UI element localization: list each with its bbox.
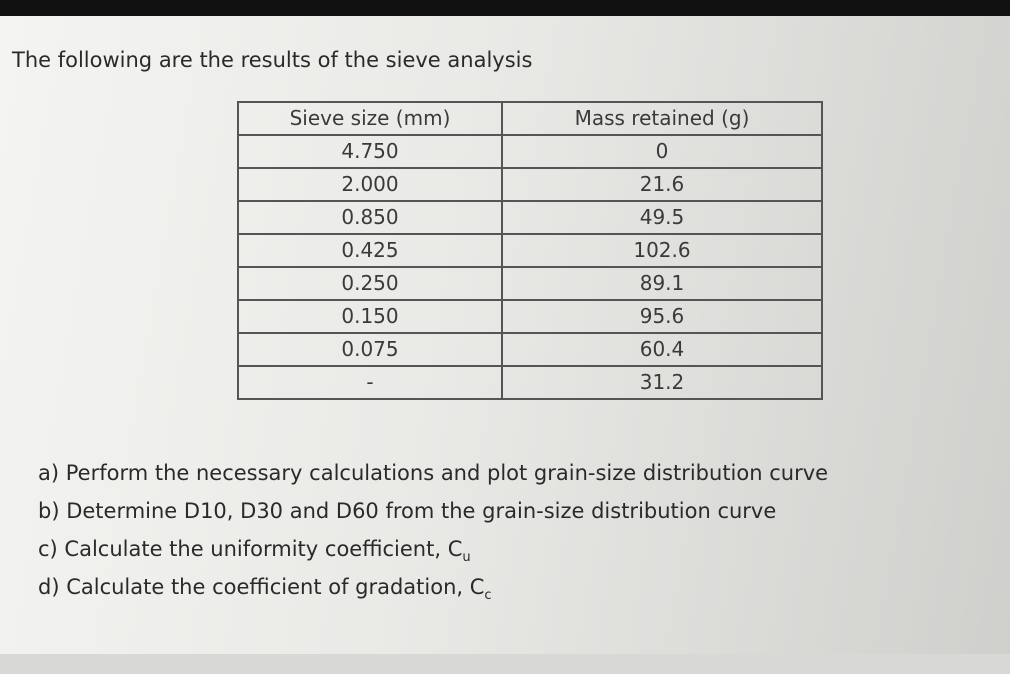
- table-row: 0.075 60.4: [237, 332, 823, 367]
- table-cell: 4.750: [237, 134, 503, 169]
- column-header: Sieve size (mm): [237, 101, 503, 136]
- table-cell: 102.6: [501, 233, 823, 268]
- table-cell: 21.6: [501, 167, 823, 202]
- subscript: c: [484, 588, 492, 604]
- table-row: 0.150 95.6: [237, 299, 823, 334]
- question-text: d) Calculate the coefficient of gradatio…: [38, 575, 485, 599]
- table-row: 2.000 21.6: [237, 167, 823, 202]
- question: d) Calculate the coefficient of gradatio…: [38, 570, 828, 608]
- subscript: u: [462, 550, 471, 566]
- table-cell: -: [237, 365, 503, 400]
- table-cell: 0.150: [237, 299, 503, 334]
- photo-edge: [0, 654, 1010, 674]
- header-row: Sieve size (mm) Mass retained (g): [237, 101, 823, 136]
- sieve-table: Sieve size (mm) Mass retained (g) 4.750 0…: [237, 101, 823, 400]
- table-cell: 2.000: [237, 167, 503, 202]
- table-cell: 0.075: [237, 332, 503, 367]
- question: b) Determine D10, D30 and D60 from the g…: [38, 494, 828, 532]
- table-row: 4.750 0: [237, 134, 823, 169]
- question: c) Calculate the uniformity coefficient,…: [38, 532, 828, 570]
- question-list: a) Perform the necessary calculations an…: [38, 456, 828, 608]
- table-row: 0.425 102.6: [237, 233, 823, 268]
- table-cell: 0.850: [237, 200, 503, 235]
- table-row: -31.2: [237, 365, 823, 400]
- table-cell: 89.1: [501, 266, 823, 301]
- intro-text: The following are the results of the sie…: [12, 48, 533, 72]
- table-cell: 49.5: [501, 200, 823, 235]
- question: a) Perform the necessary calculations an…: [38, 456, 828, 494]
- table-cell: 60.4: [501, 332, 823, 367]
- table-cell: 95.6: [501, 299, 823, 334]
- table-cell: 0.425: [237, 233, 503, 268]
- column-header: Mass retained (g): [501, 101, 823, 136]
- photo-edge: [0, 0, 1010, 16]
- table-cell: 0: [501, 134, 823, 169]
- table-cell: 31.2: [501, 365, 823, 400]
- table-cell: 0.250: [237, 266, 503, 301]
- question-text: b) Determine D10, D30 and D60 from the g…: [38, 499, 777, 523]
- question-text: c) Calculate the uniformity coefficient,…: [38, 537, 463, 561]
- question-text: a) Perform the necessary calculations an…: [38, 461, 829, 485]
- table-body: 4.750 0 2.000 21.6 0.850 49.5 0.425 102.6 0.250 8…: [237, 134, 823, 400]
- table-row: 0.850 49.5: [237, 200, 823, 235]
- table-row: 0.250 89.1: [237, 266, 823, 301]
